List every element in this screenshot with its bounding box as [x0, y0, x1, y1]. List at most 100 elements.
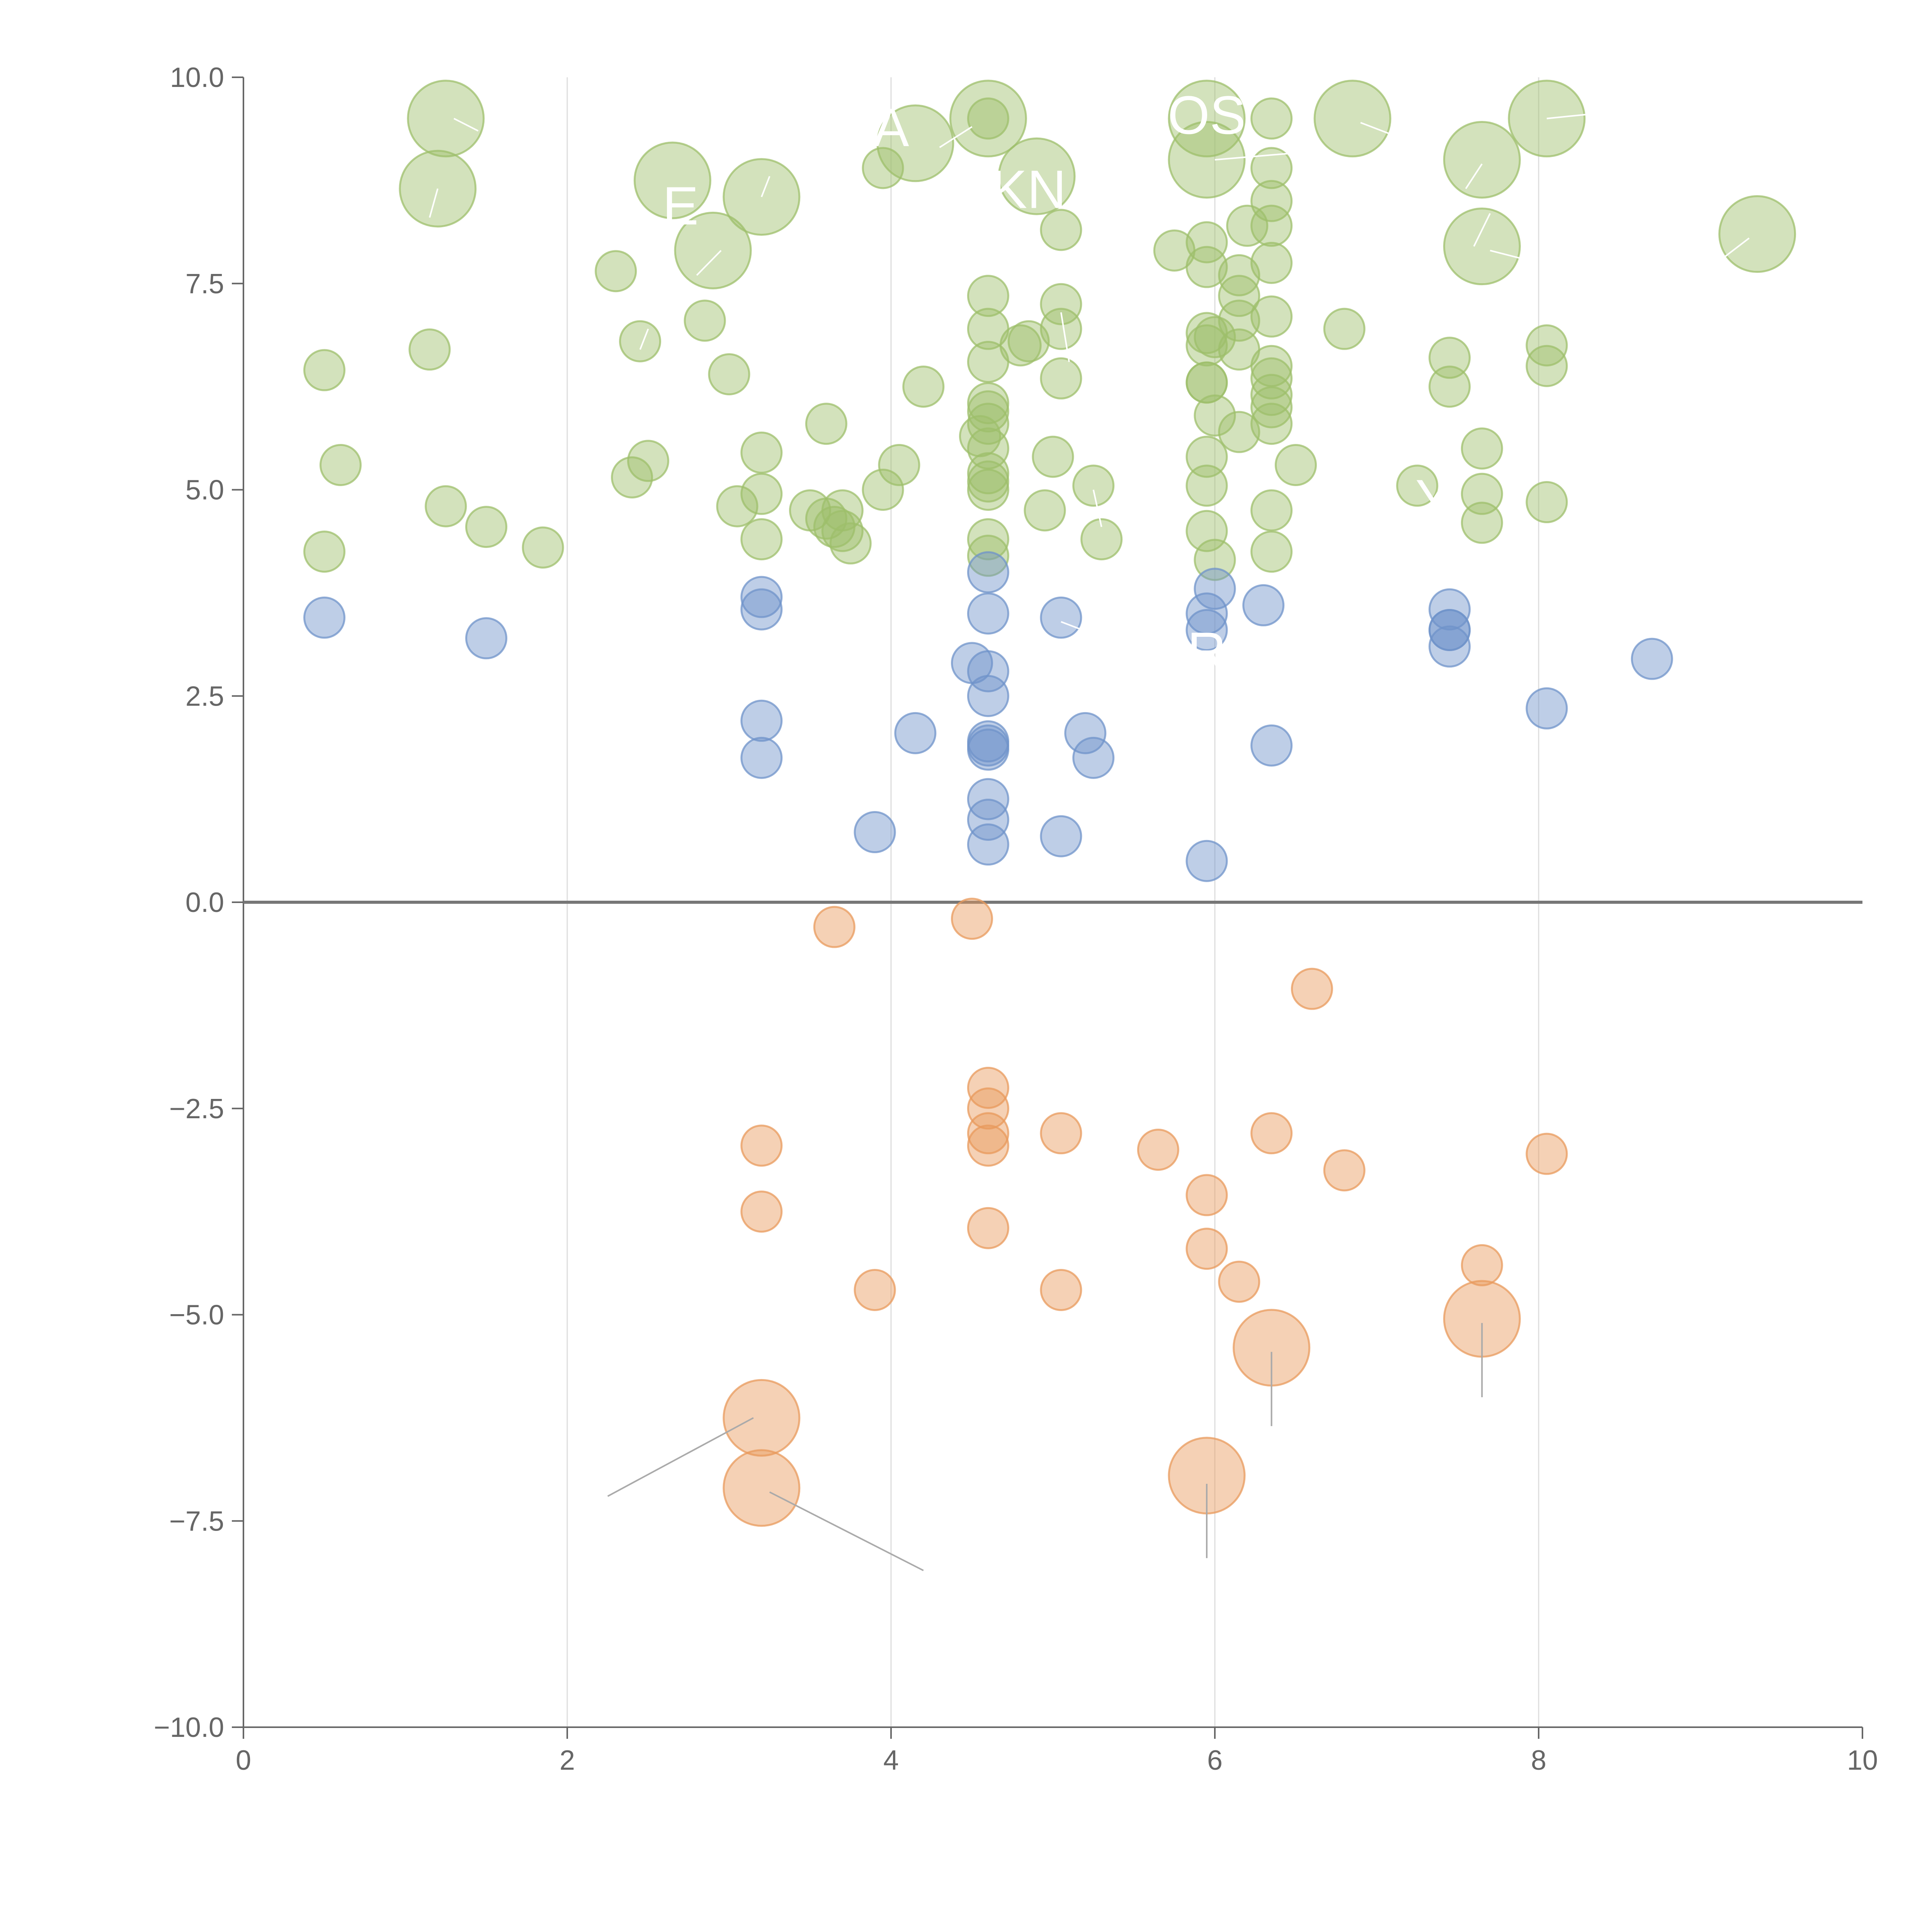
- green-point: [522, 526, 564, 569]
- green-point: [1194, 394, 1236, 437]
- green-point: [967, 403, 1009, 445]
- blue-point: [1040, 815, 1082, 857]
- leader-line: [607, 1417, 754, 1497]
- blue-point: [1072, 736, 1115, 779]
- blue-point: [854, 811, 896, 854]
- green-point: [611, 456, 653, 498]
- green-point: [1185, 246, 1228, 288]
- green-point: [967, 534, 1009, 577]
- green-point: [1218, 411, 1260, 453]
- green-point: [1250, 403, 1293, 445]
- green-point: [619, 320, 662, 362]
- green-point: [1168, 121, 1246, 199]
- orange-point: [967, 1124, 1009, 1167]
- leader-line: [1360, 122, 1393, 136]
- blue-point: [894, 712, 937, 754]
- y-tick-label: −10.0: [154, 1712, 224, 1743]
- green-point: [1024, 489, 1066, 532]
- green-point: [1032, 435, 1074, 478]
- green-point: [674, 211, 752, 289]
- leader-line: [453, 117, 479, 132]
- point-label: R: [1187, 621, 1226, 682]
- orange-point: [1218, 1260, 1260, 1303]
- leader-layer: [429, 114, 1750, 1571]
- leader-line: [769, 1491, 924, 1571]
- leader-line: [1092, 490, 1102, 527]
- orange-point: [1291, 968, 1333, 1010]
- blue-point: [967, 675, 1009, 717]
- green-point: [1250, 531, 1293, 573]
- blue-point: [1631, 638, 1673, 680]
- axis-layer: 0 2 4 6 8 10 10.0 7.5 5.0 2.5 0.0 −2.5 −5.0 −7.5 −10.0: [154, 62, 1878, 1776]
- point-label: E: [663, 175, 699, 236]
- blue-point: [740, 699, 783, 742]
- green-point: [1185, 510, 1228, 552]
- blue-point: [967, 728, 1009, 771]
- green-point: [1250, 147, 1293, 189]
- green-point: [1040, 308, 1082, 350]
- y-tick-label: 2.5: [185, 681, 224, 712]
- green-point: [1250, 386, 1293, 429]
- blue-point: [967, 650, 1009, 692]
- green-point: [1396, 464, 1439, 507]
- leader-line: [1716, 237, 1750, 264]
- blue-point: [1250, 724, 1293, 767]
- orange-point: [1323, 1149, 1366, 1192]
- green-point: [740, 518, 783, 561]
- green-point: [967, 427, 1009, 470]
- blue-point: [1064, 712, 1107, 754]
- blue-point: [1429, 625, 1471, 668]
- green-point: [1461, 427, 1503, 470]
- green-point: [1226, 204, 1269, 247]
- blue-point: [740, 576, 783, 618]
- green-point: [1168, 80, 1246, 158]
- x-tick-label: 8: [1531, 1745, 1546, 1776]
- x-tick-label: 10: [1847, 1745, 1878, 1776]
- point-label: A: [873, 97, 909, 158]
- leader-line: [760, 176, 770, 197]
- blue-point: [1185, 840, 1228, 882]
- green-point: [1080, 518, 1123, 561]
- green-point: [740, 431, 783, 474]
- green-point: [1313, 80, 1391, 158]
- green-point: [1250, 295, 1293, 338]
- green-point: [1185, 464, 1228, 507]
- green-point: [862, 147, 904, 189]
- green-point: [1443, 121, 1521, 199]
- leader-line: [429, 188, 439, 218]
- green-point: [967, 97, 1009, 140]
- orange-point: [1040, 1269, 1082, 1311]
- green-point: [1250, 204, 1293, 247]
- blue-point: [967, 823, 1009, 866]
- y-tick-label: −2.5: [169, 1094, 224, 1124]
- blue-point: [967, 592, 1009, 635]
- x-tick-label: 4: [883, 1745, 899, 1776]
- green-point: [1185, 435, 1228, 478]
- point-label: OS: [1168, 85, 1246, 145]
- green-point: [1194, 316, 1236, 359]
- green-point: [1250, 242, 1293, 284]
- leader-line: [1473, 213, 1491, 247]
- orange-point: [723, 1379, 801, 1457]
- green-point: [1040, 357, 1082, 400]
- blue-point: [1040, 596, 1082, 639]
- blue-point: [740, 736, 783, 779]
- orange-point: [967, 1207, 1009, 1249]
- green-point: [1250, 374, 1293, 416]
- green-point: [1194, 539, 1236, 581]
- leader-line: [639, 328, 649, 350]
- green-point: [633, 141, 711, 219]
- point-label: Y: [1415, 468, 1451, 529]
- orange-point: [1137, 1129, 1179, 1171]
- y-tick-label: 7.5: [185, 269, 224, 299]
- leader-line: [1465, 163, 1483, 189]
- x-tick-label: 0: [236, 1745, 251, 1776]
- leader-line: [1060, 312, 1070, 362]
- green-point: [967, 469, 1009, 511]
- blue-point: [967, 551, 1009, 594]
- green-point: [967, 518, 1009, 561]
- y-tick-label: −7.5: [169, 1506, 224, 1537]
- green-point: [1443, 207, 1521, 286]
- leader-line: [696, 250, 722, 276]
